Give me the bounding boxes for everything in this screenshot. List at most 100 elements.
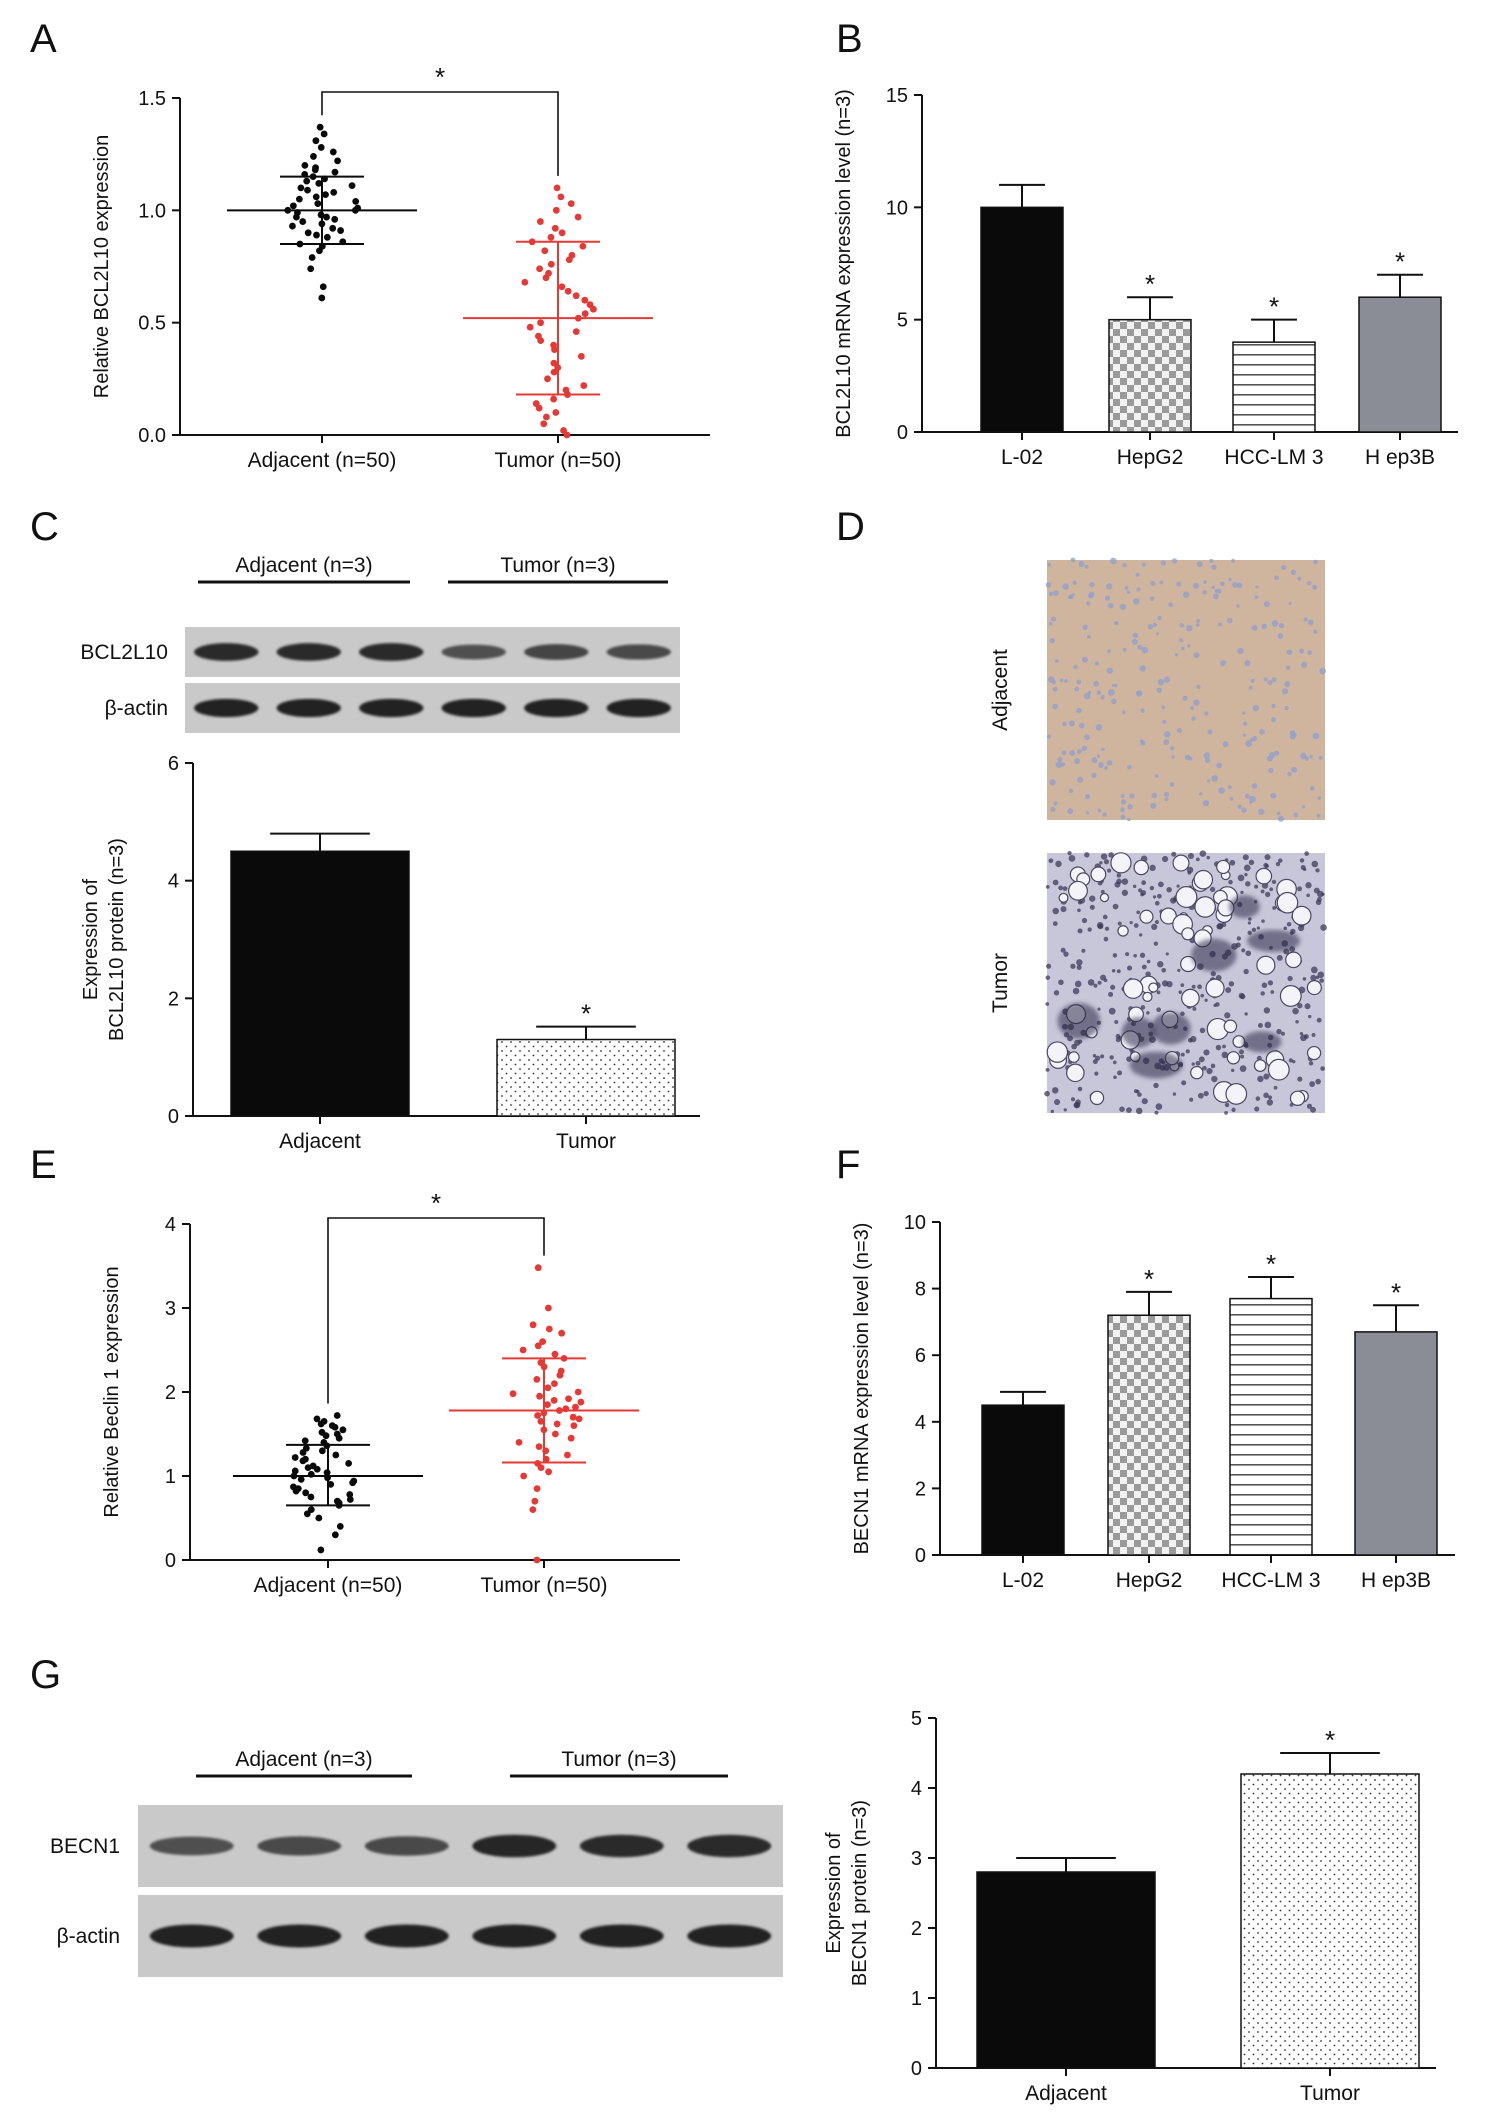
ihc-nucleus — [1052, 703, 1059, 710]
ihc-nucleus — [1259, 728, 1265, 735]
significance-star: * — [1391, 1277, 1401, 1307]
ihc-nucleus — [1100, 853, 1108, 860]
ihc-nucleus — [1219, 581, 1225, 587]
ihc-vacuole — [1306, 1045, 1322, 1061]
ihc-nucleus — [1083, 734, 1090, 741]
ihc-nucleus — [1179, 622, 1185, 628]
ihc-nucleus — [1319, 978, 1324, 983]
ihc-nucleus — [1086, 634, 1091, 639]
chart-f-ytick-label: 2 — [915, 1478, 926, 1500]
ihc-nucleus — [1224, 1012, 1231, 1019]
data-point — [534, 1264, 542, 1272]
ihc-nucleus — [1204, 998, 1208, 1002]
ihc-nucleus — [1092, 1059, 1098, 1065]
ihc-nucleus — [1108, 852, 1114, 858]
ihc-nucleus — [1135, 572, 1140, 577]
data-point — [334, 157, 341, 165]
ihc-nucleus — [1260, 889, 1265, 894]
ihc-nucleus — [1274, 575, 1279, 581]
ihc-nucleus — [1290, 569, 1297, 576]
data-point — [322, 191, 329, 199]
chart-g-ytick-label: 2 — [911, 1918, 922, 1940]
chart-a-category-label: Tumor (n=50) — [494, 449, 621, 472]
data-point — [307, 1506, 315, 1513]
ihc-dense-cluster — [1242, 1031, 1282, 1053]
bar-h-ep3b — [1358, 296, 1442, 433]
ihc-nucleus — [1132, 632, 1139, 639]
ihc-nucleus — [1309, 1081, 1316, 1087]
ihc-nucleus — [1075, 1099, 1081, 1106]
ihc-nucleus — [1093, 983, 1098, 988]
chart-a: 0.0 0.5 1.0 1.5 Adjacent (n=50) Tumor (n=50) R… — [91, 62, 710, 472]
ihc-nucleus — [1111, 969, 1116, 973]
bar-l-02 — [980, 206, 1064, 433]
blot-band — [276, 643, 341, 661]
ihc-nucleus — [1087, 979, 1095, 986]
ihc-nucleus — [1240, 890, 1244, 895]
blot-band — [472, 1924, 557, 1948]
ihc-vacuole — [1190, 1065, 1204, 1080]
ihc-nucleus — [1171, 755, 1175, 759]
data-point — [290, 1483, 297, 1491]
ihc-nucleus — [1300, 864, 1306, 870]
ihc-nucleus — [1260, 991, 1265, 996]
ihc-nucleus — [1207, 729, 1213, 735]
data-point — [544, 1304, 552, 1312]
ihc-nucleus — [1163, 791, 1170, 797]
ihc-nucleus — [1204, 711, 1209, 716]
chart-a-category-label: Adjacent (n=50) — [248, 449, 397, 472]
ihc-nucleus — [1127, 765, 1132, 770]
ihc-nucleus — [1269, 887, 1274, 892]
data-point — [558, 229, 566, 237]
chart-e-ytick-label: 0 — [165, 1550, 176, 1572]
ihc-nucleus — [1125, 952, 1130, 957]
ihc-nucleus — [1048, 591, 1054, 596]
blot-band — [472, 1834, 557, 1858]
blot-row-label: BECN1 — [50, 1835, 120, 1858]
ihc-nucleus — [1091, 757, 1098, 764]
blot-band — [194, 643, 259, 661]
ihc-nucleus — [1195, 1060, 1201, 1066]
ihc-nucleus — [1081, 917, 1088, 924]
ihc-nucleus — [1102, 914, 1108, 920]
ihc-nucleus — [1289, 733, 1296, 740]
ihc-nucleus — [1216, 923, 1224, 930]
data-point — [579, 242, 587, 250]
ihc-nucleus — [1220, 659, 1227, 667]
ihc-nucleus — [1045, 885, 1050, 889]
ihc-nucleus — [1308, 1014, 1312, 1019]
ihc-nucleus — [1166, 886, 1172, 893]
chart-a-ylabel: Relative BCL2L10 expression — [91, 135, 113, 399]
ihc-nucleus — [1089, 904, 1095, 910]
ihc-nucleus — [1299, 858, 1305, 863]
ihc-nucleus — [1251, 927, 1257, 933]
ihc-nucleus — [1283, 926, 1288, 931]
data-point — [577, 1398, 585, 1406]
ihc-nucleus — [1239, 1049, 1244, 1055]
ihc-nucleus — [1212, 593, 1219, 600]
ihc-nucleus — [1239, 1065, 1247, 1072]
ihc-nucleus — [1081, 656, 1088, 663]
ihc-nucleus — [1055, 860, 1062, 868]
data-point — [552, 409, 560, 416]
ihc-nucleus — [1131, 638, 1138, 645]
ihc-nucleus — [1264, 863, 1269, 869]
ihc-nucleus — [1174, 653, 1179, 657]
ihc-nucleus — [1248, 859, 1255, 866]
bar-hepg2 — [1107, 1314, 1191, 1556]
bar-l-02 — [981, 1404, 1065, 1556]
ihc-nucleus — [1068, 855, 1076, 862]
ihc-nucleus — [1077, 928, 1083, 934]
data-point — [550, 395, 557, 403]
ihc-vacuole — [1175, 886, 1198, 909]
ihc-nucleus — [1193, 582, 1200, 589]
chart-a-ytick-label: 0.5 — [138, 313, 166, 335]
ihc-nucleus — [1135, 690, 1143, 697]
ihc-nucleus — [1200, 993, 1205, 998]
ihc-nucleus — [1077, 776, 1084, 783]
ihc-nucleus — [1312, 732, 1320, 740]
ihc-nucleus — [1044, 1090, 1050, 1097]
data-point — [531, 1497, 539, 1505]
ihc-nucleus — [1107, 868, 1112, 873]
ihc-nucleus — [1163, 739, 1170, 746]
